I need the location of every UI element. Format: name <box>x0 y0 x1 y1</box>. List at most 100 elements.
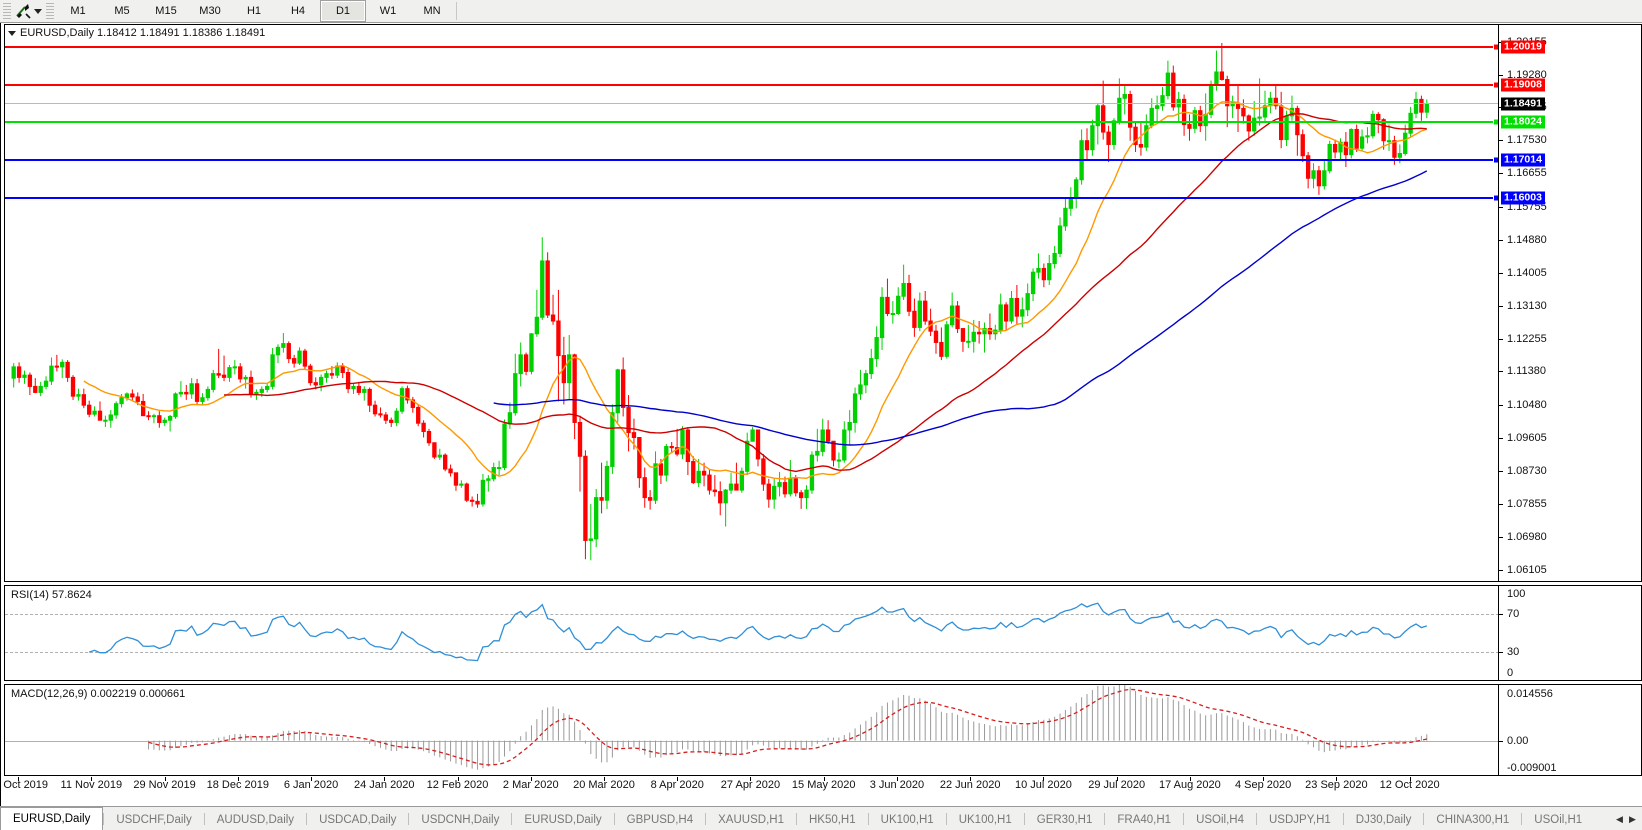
time-axis[interactable]: 23 Oct 2019 11 Nov 2019 29 Nov 2019 18 Dec … <box>0 777 1642 797</box>
price-tick: 1.09605 <box>1499 432 1547 444</box>
chart-tab-gbpusd-h4[interactable]: GBPUSD,H4 <box>626 813 694 826</box>
macd-tick: 0.00 <box>1499 735 1528 747</box>
macd-signal-line <box>148 688 1427 766</box>
level-line-support[interactable] <box>5 120 1499 123</box>
price-tick: 1.14880 <box>1499 234 1547 246</box>
price-plot-area[interactable] <box>5 25 1499 581</box>
chart-tab-usdchf-daily[interactable]: USDCHF,Daily <box>116 813 192 826</box>
timeframe-group-grip[interactable] <box>46 3 54 19</box>
time-label: 29 Nov 2019 <box>133 779 196 791</box>
time-label: 23 Sep 2020 <box>1305 779 1368 791</box>
chart-menu-icon[interactable] <box>8 30 16 36</box>
price-tick: 1.16655 <box>1499 167 1547 179</box>
toolbar-divider <box>456 2 457 20</box>
rsi-tick: 70 <box>1499 608 1519 620</box>
time-label: 2 Mar 2020 <box>502 779 559 791</box>
chart-tab-audusd-daily[interactable]: AUDUSD,Daily <box>216 813 295 826</box>
chart-tab-ger30-h1[interactable]: GER30,H1 <box>1036 813 1093 826</box>
rsi-line-series <box>88 602 1427 662</box>
tab-divider <box>1256 812 1257 825</box>
price-pane[interactable]: 1.201551.192801.184051.175301.166551.157… <box>4 24 1642 582</box>
timeframe-m5[interactable]: M5 <box>114 5 130 17</box>
price-tag-resistance: 1.19008 <box>1501 78 1545 92</box>
level-handle[interactable] <box>1493 156 1499 164</box>
rsi-level-70 <box>5 614 1499 616</box>
level-handle[interactable] <box>1493 81 1499 89</box>
chart-tab-usoil-h1[interactable]: USOil,H1 <box>1534 813 1583 826</box>
price-tick: 1.14005 <box>1499 267 1547 279</box>
level-line-last-price[interactable] <box>5 103 1499 105</box>
candlestick-series <box>11 43 1429 561</box>
chart-tab-usdjpy-h1[interactable]: USDJPY,H1 <box>1269 813 1331 826</box>
toolbar-grip[interactable] <box>3 3 11 19</box>
scroll-right-icon[interactable]: ▶ <box>1629 814 1636 824</box>
tab-scroll-controls: ◀ ▶ <box>1613 809 1642 830</box>
price-tick: 1.17530 <box>1499 134 1547 146</box>
chart-tab-fra40-h1[interactable]: FRA40,H1 <box>1117 813 1172 826</box>
time-label: 15 May 2020 <box>791 779 856 791</box>
chart-tab-usdcnh-daily[interactable]: USDCNH,Daily <box>421 813 500 826</box>
level-line-resistance[interactable] <box>5 83 1499 86</box>
level-line-resistance[interactable] <box>5 45 1499 48</box>
chart-tab-dj30-daily[interactable]: DJ30,Daily <box>1355 813 1412 826</box>
chart-tab-usdcad-daily[interactable]: USDCAD,Daily <box>319 813 397 826</box>
time-tick <box>1263 777 1265 781</box>
chart-tab-hk50-h1[interactable]: HK50,H1 <box>808 813 856 826</box>
timeframe-m15[interactable]: M15 <box>155 5 177 17</box>
toolbar: M1 M5 M15 M30 H1 H4 D1 W1 MN <box>0 0 1642 23</box>
time-label: 10 Jul 2020 <box>1014 779 1072 791</box>
level-handle[interactable] <box>1493 43 1499 51</box>
rsi-pane[interactable]: RSI(14) 57.8624 100 70 30 0 <box>4 585 1642 681</box>
chart-tab-uk100-h1[interactable]: UK100,H1 <box>880 813 934 826</box>
chart-tab-usoil-h4[interactable]: USOil,H4 <box>1196 813 1244 826</box>
scroll-left-icon[interactable]: ◀ <box>1616 814 1623 824</box>
macd-plot-area[interactable] <box>5 685 1499 775</box>
timeframe-w1[interactable]: W1 <box>379 5 397 17</box>
tab-divider <box>1183 812 1185 825</box>
time-label: 18 Dec 2019 <box>206 779 269 791</box>
macd-tick: 0.014556 <box>1507 688 1553 700</box>
price-scale[interactable]: 1.201551.192801.184051.175301.166551.157… <box>1498 25 1641 581</box>
level-handle[interactable] <box>1493 118 1499 126</box>
price-tag-support: 1.18024 <box>1501 115 1545 129</box>
time-tick <box>1116 777 1118 781</box>
level-handle[interactable] <box>1493 194 1499 202</box>
time-label: 6 Jan 2020 <box>283 779 339 791</box>
timeframe-h1[interactable]: H1 <box>246 5 262 17</box>
chart-tab-bar: EURUSD,Daily USDCHF,Daily AUDUSD,Daily USDC… <box>0 806 1642 830</box>
chart-tab-china300-h1[interactable]: CHINA300,H1 <box>1436 813 1510 826</box>
timeframe-m1[interactable]: M1 <box>70 5 86 17</box>
chart-tab-uk100-h1[interactable]: UK100,H1 <box>958 813 1012 826</box>
crosshair-cursor-icon[interactable] <box>14 2 32 20</box>
price-tag-resistance: 1.20019 <box>1501 40 1545 54</box>
level-line-support[interactable] <box>5 196 1499 199</box>
time-label: 22 Jun 2020 <box>939 779 1001 791</box>
time-label: 3 Jun 2020 <box>869 779 925 791</box>
macd-tick: -0.009001 <box>1507 762 1557 774</box>
timeframe-m30[interactable]: M30 <box>199 5 221 17</box>
chart-tab-eurusd-daily[interactable]: EURUSD,Daily <box>524 813 602 826</box>
timeframe-h4[interactable]: H4 <box>290 5 306 17</box>
toolbar-dropdown-icon[interactable] <box>32 2 43 20</box>
time-label: 12 Oct 2020 <box>1379 779 1440 791</box>
rsi-scale: 100 70 30 0 <box>1498 586 1641 680</box>
time-label: 12 Feb 2020 <box>426 779 489 791</box>
level-line-support[interactable] <box>5 158 1499 161</box>
timeframe-d1[interactable]: D1 <box>320 0 366 22</box>
rsi-plot-area[interactable] <box>5 586 1499 680</box>
time-tick <box>677 777 679 781</box>
chart-tab-xauusd-h1[interactable]: XAUUSD,H1 <box>718 813 784 826</box>
time-label: 20 Mar 2020 <box>573 779 635 791</box>
tab-divider <box>1423 812 1425 825</box>
price-tick: 1.12255 <box>1499 333 1547 345</box>
time-label: 11 Nov 2019 <box>60 779 123 791</box>
tab-divider <box>103 812 105 825</box>
time-tick <box>1043 777 1045 781</box>
timeframe-mn[interactable]: MN <box>423 5 441 17</box>
time-tick <box>823 777 825 781</box>
rsi-tick: 100 <box>1507 588 1526 600</box>
chart-tab-eurusd-daily[interactable]: EURUSD,Daily <box>0 807 104 830</box>
macd-pane[interactable]: MACD(12,26,9) 0.002219 0.000661 0.014556… <box>4 684 1642 776</box>
time-tick <box>896 777 898 781</box>
